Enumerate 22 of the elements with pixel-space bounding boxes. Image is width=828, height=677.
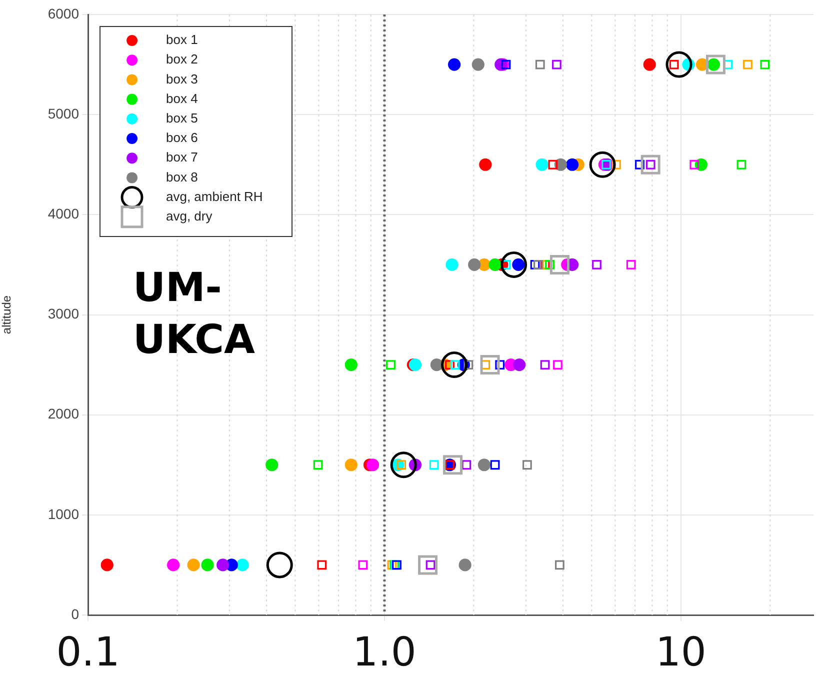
legend-label: avg, ambient RH bbox=[166, 188, 263, 204]
legend-label: box 3 bbox=[166, 71, 198, 86]
y-tick-label: 3000 bbox=[48, 306, 80, 322]
y-tick-label: 2000 bbox=[48, 406, 80, 422]
legend-label: avg, dry bbox=[166, 208, 213, 224]
legend-label: box 1 bbox=[166, 32, 198, 48]
legend-label: box 2 bbox=[166, 52, 198, 67]
y-tick-label: 6000 bbox=[48, 5, 80, 22]
legend-label: box 4 bbox=[166, 90, 198, 106]
annotation: UM-UKCA bbox=[133, 264, 256, 365]
x-tick-label: 10 bbox=[655, 629, 706, 676]
y-tick-label: 5000 bbox=[48, 105, 80, 122]
legend-label: box 6 bbox=[166, 130, 198, 146]
y-tick-label: 0 bbox=[71, 606, 80, 622]
legend-label: box 7 bbox=[166, 150, 198, 165]
legend-label: box 5 bbox=[166, 110, 198, 126]
x-tick-label: 1.0 bbox=[352, 629, 416, 676]
x-tick-label: 0.1 bbox=[56, 629, 120, 676]
legend-label: box 8 bbox=[166, 169, 198, 184]
y-tick-label: 4000 bbox=[48, 206, 80, 222]
y-tick-label: 1000 bbox=[48, 506, 80, 522]
y-axis-title: altitude bbox=[0, 295, 14, 334]
